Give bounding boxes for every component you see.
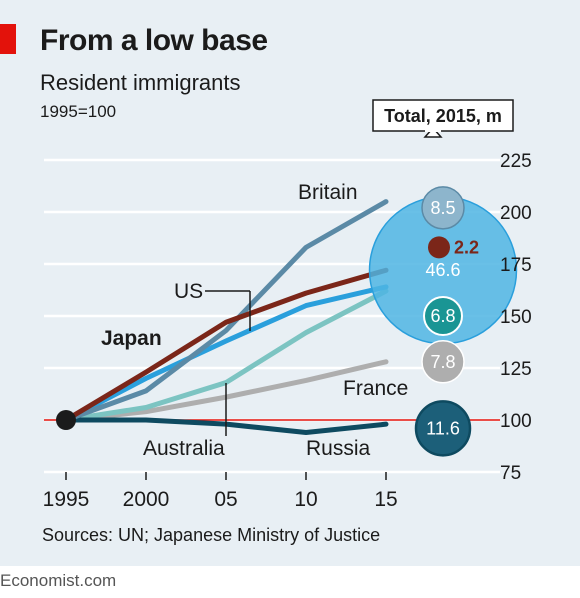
series-line-australia xyxy=(63,288,389,423)
total-bubble-japan xyxy=(428,236,450,259)
total-box-joint xyxy=(425,128,441,132)
total-value-japan: 2.2 xyxy=(454,237,479,257)
total-box-frame xyxy=(372,99,514,132)
total-bubble-france xyxy=(421,340,465,384)
start-point-group xyxy=(56,410,76,430)
total-box: Total, 2015, m xyxy=(372,99,514,138)
x-tick-label: 15 xyxy=(374,488,397,511)
chart-subtitle: Resident immigrants xyxy=(40,70,241,95)
x-tick-label: 2000 xyxy=(123,488,170,511)
total-value-australia: 6.8 xyxy=(430,306,455,326)
total-bubble-australia xyxy=(423,296,463,336)
total-box-label: Total, 2015, m xyxy=(384,106,502,126)
series-label-russia: Russia xyxy=(306,437,371,460)
x-tick-label: 05 xyxy=(214,488,237,511)
total-bubbles: 46.6 8.5 6.8 7.8 11.6 2.2 xyxy=(368,186,518,457)
total-value-us: 46.6 xyxy=(425,260,460,280)
series-labels: Britain US Japan France Australia Russia xyxy=(101,181,408,460)
y-tick-label: 100 xyxy=(500,411,532,432)
total-value-britain: 8.5 xyxy=(430,198,455,218)
series-label-australia: Australia xyxy=(143,437,225,460)
series-label-britain: Britain xyxy=(298,181,358,204)
chart-title: From a low base xyxy=(40,24,268,57)
y-axis-ticks: 75 100 125 150 175 200 225 xyxy=(500,151,532,484)
x-axis-ticks: 1995 2000 05 10 15 xyxy=(43,472,398,511)
series-label-japan: Japan xyxy=(101,327,162,350)
y-tick-label: 75 xyxy=(500,463,521,484)
series-label-us: US xyxy=(174,280,203,303)
series-line-japan xyxy=(63,267,389,423)
brand-tag xyxy=(0,24,16,54)
series-line-us xyxy=(63,284,389,423)
start-point xyxy=(56,410,76,430)
y-tick-label: 125 xyxy=(500,359,532,380)
total-bubble-russia xyxy=(414,400,472,457)
source-note: Sources: UN; Japanese Ministry of Justic… xyxy=(42,525,381,545)
total-value-france: 7.8 xyxy=(430,352,455,372)
footer-credit: Economist.com xyxy=(0,571,117,590)
total-box-pointer xyxy=(423,126,443,138)
x-tick-label: 1995 xyxy=(43,488,90,511)
line-chart: Britain US Japan France Australia Russia… xyxy=(43,99,532,511)
y-tick-label: 200 xyxy=(500,203,532,224)
x-tick-label: 10 xyxy=(294,488,317,511)
index-note: 1995=100 xyxy=(40,102,117,121)
y-tick-label: 225 xyxy=(500,151,532,172)
series-label-france: France xyxy=(343,377,408,400)
callouts xyxy=(205,290,251,436)
y-tick-label: 175 xyxy=(500,255,532,276)
total-bubble-britain xyxy=(421,186,465,230)
series-line-britain xyxy=(63,199,389,423)
total-value-russia: 11.6 xyxy=(426,418,460,438)
y-tick-label: 150 xyxy=(500,307,532,328)
